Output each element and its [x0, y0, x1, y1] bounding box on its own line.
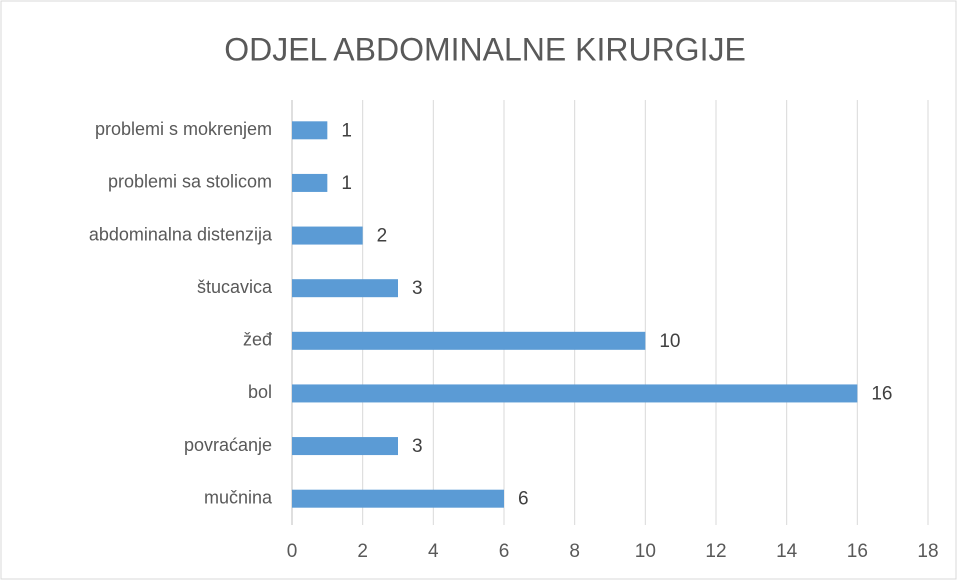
y-tick-label: žeđ: [243, 330, 272, 350]
x-tick-label: 16: [847, 541, 868, 562]
y-tick-label: štucavica: [197, 277, 273, 297]
data-label: 1: [341, 120, 352, 141]
chart-title: ODJEL ABDOMINALNE KIRURGIJE: [224, 31, 746, 67]
bar: [292, 331, 646, 350]
x-tick-label: 6: [499, 541, 510, 562]
y-tick-label: mučnina: [204, 487, 273, 507]
data-label: 3: [412, 436, 423, 457]
x-tick-label: 8: [569, 541, 580, 562]
y-tick-label: problemi sa stolicom: [108, 172, 272, 192]
x-tick-label: 18: [917, 541, 938, 562]
bar: [292, 279, 398, 298]
bar: [292, 489, 504, 508]
data-label: 1: [341, 173, 352, 194]
x-tick-label: 14: [776, 541, 798, 562]
bar: [292, 121, 328, 140]
bar: [292, 173, 328, 192]
data-label: 2: [377, 226, 388, 247]
bar: [292, 437, 398, 456]
x-tick-label: 12: [705, 541, 726, 562]
y-tick-label: bol: [248, 382, 272, 402]
data-label: 3: [412, 278, 423, 299]
y-tick-label: problemi s mokrenjem: [95, 119, 272, 139]
bar: [292, 384, 858, 403]
x-tick-label: 0: [287, 541, 298, 562]
x-tick-label: 2: [357, 541, 368, 562]
bar: [292, 226, 363, 245]
y-tick-label: povraćanje: [184, 435, 272, 455]
y-tick-label: abdominalna distenzija: [89, 224, 273, 244]
x-tick-label: 4: [428, 541, 439, 562]
data-label: 16: [871, 383, 892, 404]
data-label: 10: [659, 331, 680, 352]
data-label: 6: [518, 489, 529, 510]
x-tick-label: 10: [635, 541, 656, 562]
